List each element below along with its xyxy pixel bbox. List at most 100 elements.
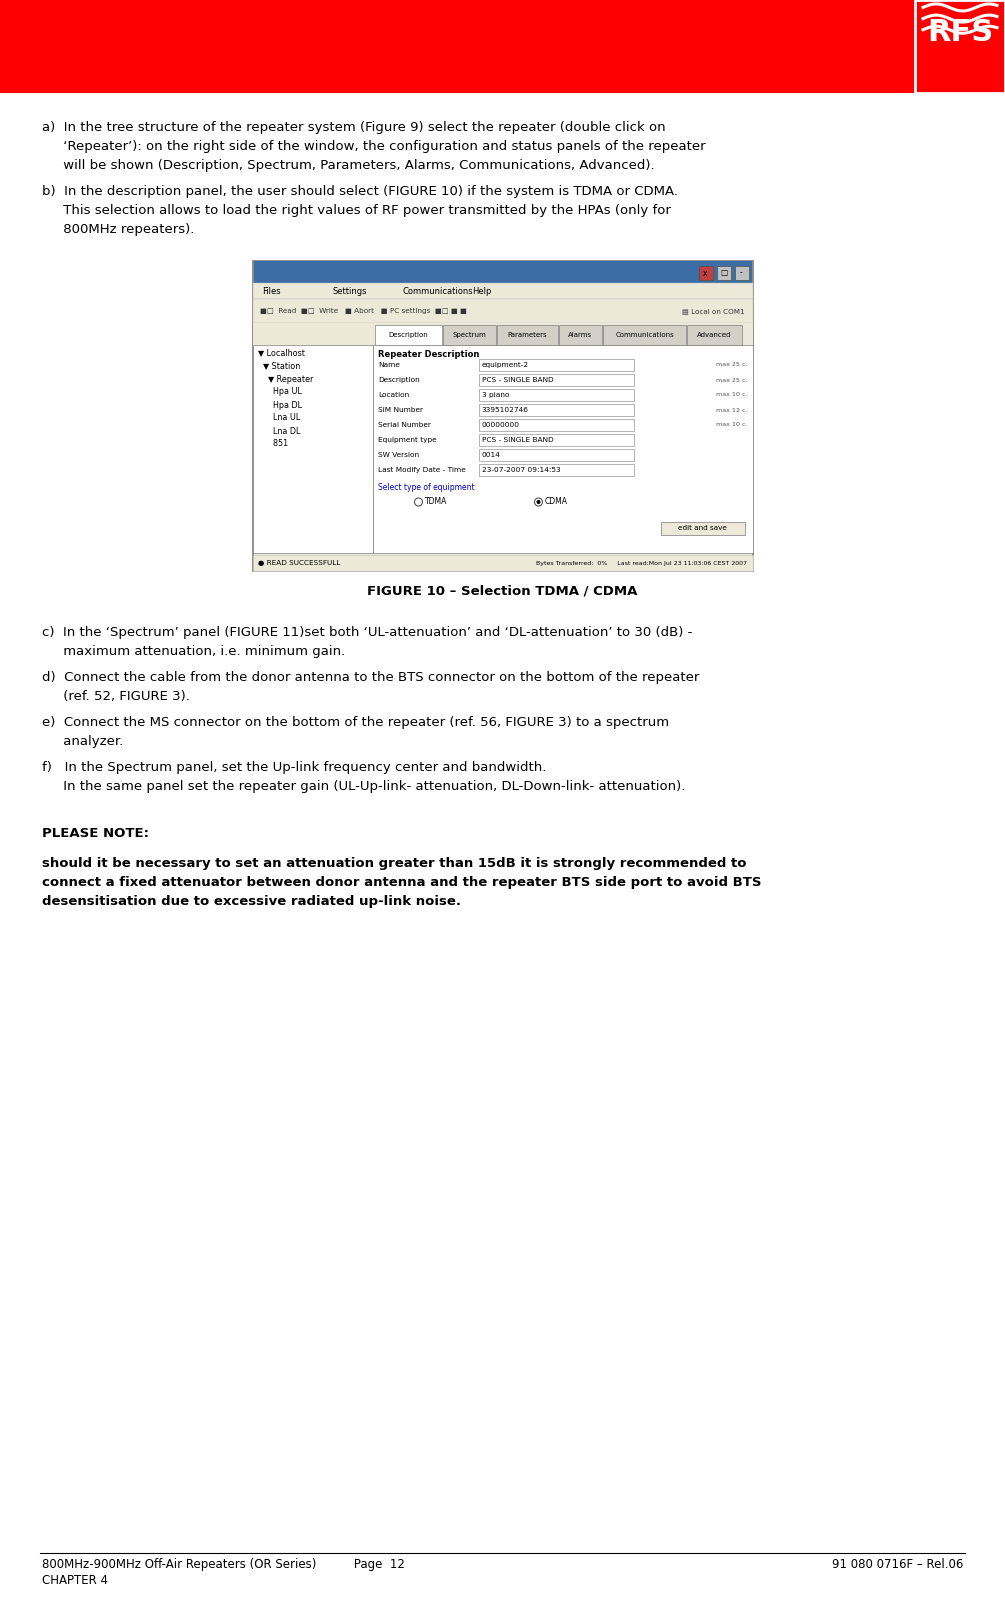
Text: Lna UL: Lna UL <box>257 413 299 423</box>
Bar <box>735 266 749 281</box>
Text: f)   In the Spectrum panel, set the Up-link frequency center and bandwidth.: f) In the Spectrum panel, set the Up-lin… <box>42 761 547 774</box>
Text: 3395102746: 3395102746 <box>481 406 529 413</box>
Text: Repeater Description: Repeater Description <box>379 350 479 360</box>
Text: Equipment type: Equipment type <box>379 437 437 444</box>
Text: max 12 c.: max 12 c. <box>716 408 748 413</box>
Text: ■□  Read  ■□  Write   ■ Abort   ■ PC settings  ■□ ■ ■: ■□ Read ■□ Write ■ Abort ■ PC settings ■… <box>260 308 467 315</box>
Text: Serial Number: Serial Number <box>379 423 431 427</box>
Bar <box>603 324 685 345</box>
Text: 0014: 0014 <box>481 452 500 458</box>
Text: □: □ <box>720 268 728 277</box>
Bar <box>915 0 1005 94</box>
Text: Name: Name <box>379 361 400 368</box>
Text: RFS: RFS <box>927 18 993 47</box>
Bar <box>478 360 633 371</box>
Bar <box>559 324 602 345</box>
Text: ▼ Repeater: ▼ Repeater <box>257 374 313 384</box>
Bar <box>686 324 742 345</box>
Text: max 25 c.: max 25 c. <box>717 363 748 368</box>
Text: CDMA: CDMA <box>545 497 568 506</box>
Text: analyzer.: analyzer. <box>42 736 124 748</box>
Bar <box>496 324 558 345</box>
Bar <box>717 266 731 281</box>
Circle shape <box>414 498 422 506</box>
Bar <box>252 323 753 347</box>
Bar <box>478 419 633 431</box>
Text: ▼ Localhost: ▼ Localhost <box>257 348 305 358</box>
Text: Description: Description <box>379 377 420 382</box>
Text: Communications: Communications <box>402 287 473 295</box>
Text: Select type of equipment: Select type of equipment <box>379 484 475 492</box>
Text: max 10 c.: max 10 c. <box>716 392 748 397</box>
Text: SW Version: SW Version <box>379 452 420 458</box>
Text: Spectrum: Spectrum <box>452 332 486 339</box>
Text: maximum attenuation, i.e. minimum gain.: maximum attenuation, i.e. minimum gain. <box>42 645 346 658</box>
Text: Location: Location <box>379 392 410 398</box>
Text: 800MHz repeaters).: 800MHz repeaters). <box>42 223 194 235</box>
Text: ‘Repeater’): on the right side of the window, the configuration and status panel: ‘Repeater’): on the right side of the wi… <box>42 140 706 153</box>
Text: PCS - SINGLE BAND: PCS - SINGLE BAND <box>481 437 553 444</box>
Text: (ref. 52, FIGURE 3).: (ref. 52, FIGURE 3). <box>42 690 190 703</box>
Text: PLEASE NOTE:: PLEASE NOTE: <box>42 827 149 840</box>
Text: SIM Number: SIM Number <box>379 406 423 413</box>
Text: Advanced: Advanced <box>697 332 732 339</box>
Text: b)  In the description panel, the user should select (FIGURE 10) if the system i: b) In the description panel, the user sh… <box>42 185 678 198</box>
Bar <box>252 282 753 298</box>
Text: Settings: Settings <box>333 287 367 295</box>
Text: 23-07-2007 09:14:53: 23-07-2007 09:14:53 <box>481 468 560 473</box>
Circle shape <box>537 500 541 503</box>
Text: desensitisation due to excessive radiated up-link noise.: desensitisation due to excessive radiate… <box>42 895 461 908</box>
Circle shape <box>535 498 543 506</box>
Text: 851: 851 <box>257 439 287 448</box>
Text: 800MHz-900MHz Off-Air Repeaters (OR Series)          Page  12: 800MHz-900MHz Off-Air Repeaters (OR Seri… <box>42 1558 405 1571</box>
Text: Communications: Communications <box>615 332 674 339</box>
Text: PCS - SINGLE BAND: PCS - SINGLE BAND <box>481 377 553 382</box>
Text: Files: Files <box>262 287 281 295</box>
Text: connect a fixed attenuator between donor antenna and the repeater BTS side port : connect a fixed attenuator between donor… <box>42 876 762 889</box>
Bar <box>478 403 633 416</box>
Bar <box>253 261 752 282</box>
Text: max 10 c.: max 10 c. <box>716 423 748 427</box>
Bar <box>252 261 753 571</box>
Text: This selection allows to load the right values of RF power transmitted by the HP: This selection allows to load the right … <box>42 203 671 218</box>
Text: max 25 c.: max 25 c. <box>717 377 748 382</box>
Text: Last Modify Date - Time: Last Modify Date - Time <box>379 468 466 473</box>
Text: CHAPTER 4: CHAPTER 4 <box>42 1574 108 1587</box>
Text: -: - <box>740 268 743 277</box>
Text: In the same panel set the repeater gain (UL-Up-link- attenuation, DL-Down-link- : In the same panel set the repeater gain … <box>42 781 685 794</box>
Bar <box>252 555 753 571</box>
Text: 00000000: 00000000 <box>481 423 520 427</box>
Text: x: x <box>704 268 708 277</box>
Text: equipment-2: equipment-2 <box>481 361 529 368</box>
Text: Hpa DL: Hpa DL <box>257 400 302 410</box>
Bar <box>478 448 633 461</box>
Text: c)  In the ‘Spectrum’ panel (FIGURE 11)set both ‘UL-attenuation’ and ‘DL-attenua: c) In the ‘Spectrum’ panel (FIGURE 11)se… <box>42 626 692 639</box>
Text: a)  In the tree structure of the repeater system (Figure 9) select the repeater : a) In the tree structure of the repeater… <box>42 121 665 134</box>
Bar <box>478 374 633 386</box>
Text: ▤ Local on COM1: ▤ Local on COM1 <box>681 308 745 315</box>
Text: Help: Help <box>472 287 491 295</box>
Bar <box>252 298 753 323</box>
Bar <box>478 434 633 447</box>
Bar <box>698 266 713 281</box>
Text: Alarms: Alarms <box>569 332 593 339</box>
Text: e)  Connect the MS connector on the bottom of the repeater (ref. 56, FIGURE 3) t: e) Connect the MS connector on the botto… <box>42 716 669 729</box>
Text: should it be necessary to set an attenuation greater than 15dB it is strongly re: should it be necessary to set an attenua… <box>42 857 747 869</box>
Text: edit and save: edit and save <box>678 526 727 532</box>
Bar <box>373 345 753 553</box>
Text: will be shown (Description, Spectrum, Parameters, Alarms, Communications, Advanc: will be shown (Description, Spectrum, Pa… <box>42 160 654 173</box>
Text: Parameters: Parameters <box>508 332 548 339</box>
Bar <box>478 465 633 476</box>
Bar <box>375 324 441 345</box>
Text: FIGURE 10 – Selection TDMA / CDMA: FIGURE 10 – Selection TDMA / CDMA <box>367 586 638 598</box>
Text: Description: Description <box>389 332 428 339</box>
Bar <box>0 0 1005 94</box>
Text: Lna DL: Lna DL <box>257 426 299 436</box>
Bar <box>478 389 633 402</box>
Text: ▼ Station: ▼ Station <box>257 361 299 371</box>
Text: ● READ SUCCESSFULL: ● READ SUCCESSFULL <box>258 560 341 566</box>
Text: Bytes Transferred:  0%     Last read:Mon Jul 23 11:03:06 CEST 2007: Bytes Transferred: 0% Last read:Mon Jul … <box>536 560 747 566</box>
Text: 91 080 0716F – Rel.06: 91 080 0716F – Rel.06 <box>831 1558 963 1571</box>
Bar <box>442 324 495 345</box>
Bar <box>660 523 745 536</box>
